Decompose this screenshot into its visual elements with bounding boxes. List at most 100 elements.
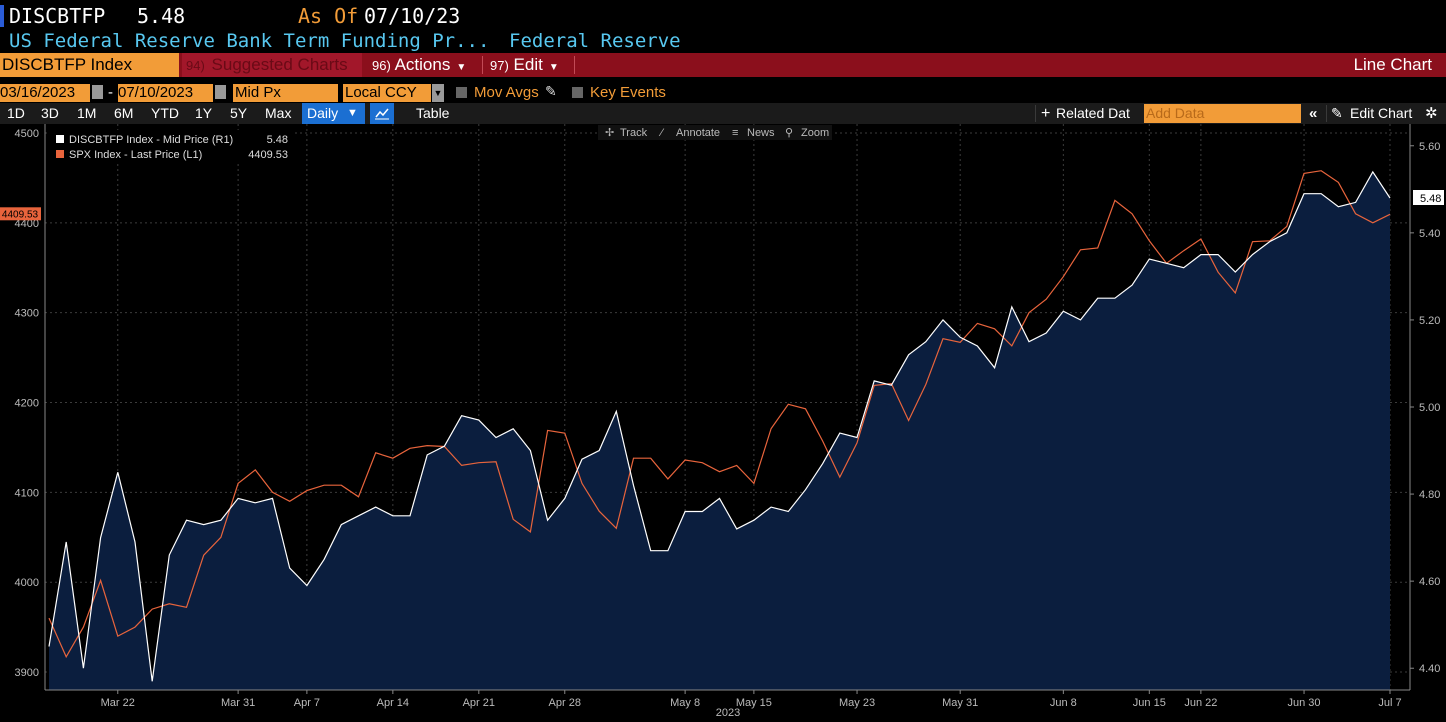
left-tick-label: 4000 [15,577,39,589]
last-value-left-tag: 4409.53 [0,207,41,221]
actions-menu[interactable]: 96) Actions ▼ [366,53,481,77]
suggested-num: 94) [186,58,205,73]
currency-select[interactable]: Local CCY [343,84,431,102]
chart-type-label: Line Chart [1353,55,1432,74]
mov-avgs-label: Mov Avgs [474,84,539,101]
legend: DISCBTFP Index - Mid Price (R1) 5.48 SPX… [47,130,293,164]
legend-spx-name: SPX Index - Last Price (L1) [69,149,202,161]
left-axis-ticks: 3900 4000 4100 4200 4300 4400 4500 [15,128,39,679]
tool-zoom[interactable]: Zoom [801,127,829,139]
chevron-down-icon[interactable]: ▼ [432,84,444,102]
last-value-right-tag: 5.48 [1413,190,1444,205]
left-tag-bg [0,207,41,221]
legend-box [47,130,293,164]
security-field[interactable]: DISCBTFP Index [0,53,179,77]
range-6m[interactable]: 6M [114,105,134,121]
title-bar: DISCBTFP 5.48 As Of 07/10/23 [0,0,1446,30]
legend-swatch-disc [56,135,64,143]
tool-track[interactable]: Track [620,127,648,139]
right-tick-label: 4.40 [1419,663,1440,675]
range-5y[interactable]: 5Y [230,105,248,121]
menu-bar: DISCBTFP Index 94) Suggested Charts 96) … [0,53,1446,77]
gear-icon[interactable]: ✲ [1425,105,1438,122]
security-description: US Federal Reserve Bank Term Funding Pr.… [9,30,490,52]
edit-menu[interactable]: 97) Edit ▼ [484,53,574,77]
crosshair-icon[interactable]: ✢ [605,127,614,139]
range-max[interactable]: Max [265,105,292,121]
tool-news[interactable]: News [747,127,775,139]
chevron-down-icon: ▼ [548,62,559,73]
mov-avgs-checkbox[interactable] [456,87,467,98]
start-date-input[interactable]: 03/16/2023 [0,84,90,102]
date-separator: - [108,84,113,101]
x-tick-label: May 8 [670,697,700,709]
asof-label: As Of [298,4,359,28]
chart-area[interactable]: 3900 4000 4100 4200 4300 4400 4500 4.40 4.60 4.8… [0,124,1446,722]
table-button[interactable]: Table [416,105,450,121]
legend-disc-name: DISCBTFP Index - Mid Price (R1) [69,134,233,146]
left-tag-text: 4409.53 [2,209,39,220]
annotate-icon[interactable]: ⁄ [658,127,665,139]
news-icon[interactable]: ≡ [732,127,738,139]
x-tick-label: Apr 7 [294,697,320,709]
add-data-input[interactable]: Add Data [1144,104,1301,123]
add-data-placeholder: Add Data [1146,105,1205,121]
left-tick-label: 4500 [15,128,39,140]
frequency-label: Daily [307,105,339,121]
data-source: Federal Reserve [509,30,681,52]
edit-chart-button[interactable]: Edit Chart [1350,105,1413,121]
range-1y[interactable]: 1Y [195,105,213,121]
key-events-checkbox[interactable] [572,87,583,98]
legend-swatch-spx [56,150,64,158]
field-select[interactable]: Mid Px [233,84,338,102]
suggested-label: Suggested Charts [211,55,348,74]
left-tick-label: 4100 [15,487,39,499]
range-1d[interactable]: 1D [7,105,25,121]
tool-annotate[interactable]: Annotate [676,127,720,139]
calendar-icon[interactable] [92,85,103,99]
menu-divider [574,56,575,74]
range-ytd[interactable]: YTD [151,105,179,121]
description-bar: US Federal Reserve Bank Term Funding Pr.… [0,30,1446,53]
x-tick-label: May 23 [839,697,875,709]
right-tick-label: 4.60 [1419,576,1440,588]
active-indicator [0,5,4,27]
legend-spx-last: 4409.53 [248,149,288,161]
last-value: 5.48 [137,4,186,28]
toolbar-divider [1326,105,1327,122]
left-tick-label: 4200 [15,398,39,410]
collapse-icon[interactable]: « [1309,105,1318,122]
frequency-select[interactable]: Daily ▼ [302,103,365,124]
end-date-input[interactable]: 07/10/2023 [118,84,213,102]
right-tick-label: 5.40 [1419,228,1440,240]
actions-label: Actions [394,55,451,74]
x-axis-ticks: Mar 22 Mar 31 Apr 7 Apr 14 Apr 21 Apr 28 May 8… [101,690,1402,709]
pencil-icon[interactable]: ✎ [1331,105,1343,121]
line-chart-glyph [375,108,389,120]
x-tick-label: Apr 14 [377,697,409,709]
chart-tools-bg [598,125,832,140]
zoom-icon[interactable]: ⚲ [785,127,793,139]
x-tick-label: Jun 22 [1184,697,1217,709]
right-tag-text: 5.48 [1420,193,1441,205]
chevron-down-icon: ▼ [347,107,358,119]
range-3d[interactable]: 3D [41,105,59,121]
field-value: Mid Px [235,84,281,101]
right-tick-label: 5.00 [1419,402,1440,414]
right-tick-label: 5.20 [1419,315,1440,327]
calendar-icon[interactable] [215,85,226,99]
range-1m[interactable]: 1M [77,105,97,121]
edit-label: Edit [513,55,543,74]
chevron-down-icon: ▼ [456,62,467,73]
suggested-charts-button[interactable]: 94) Suggested Charts [182,53,362,77]
related-data-button[interactable]: Related Dat [1056,105,1130,121]
x-tick-label: May 31 [942,697,978,709]
x-tick-label: Jun 8 [1050,697,1077,709]
right-tick-label: 4.80 [1419,489,1440,501]
plus-icon[interactable]: + [1041,105,1051,122]
x-axis-year: 2023 [716,707,740,719]
pencil-icon[interactable]: ✎ [545,83,557,99]
controls-bar: 03/16/2023 - 07/10/2023 Mid Px Local CCY… [0,82,1446,104]
x-tick-label: Mar 31 [221,697,255,709]
line-chart-icon[interactable] [370,103,394,124]
